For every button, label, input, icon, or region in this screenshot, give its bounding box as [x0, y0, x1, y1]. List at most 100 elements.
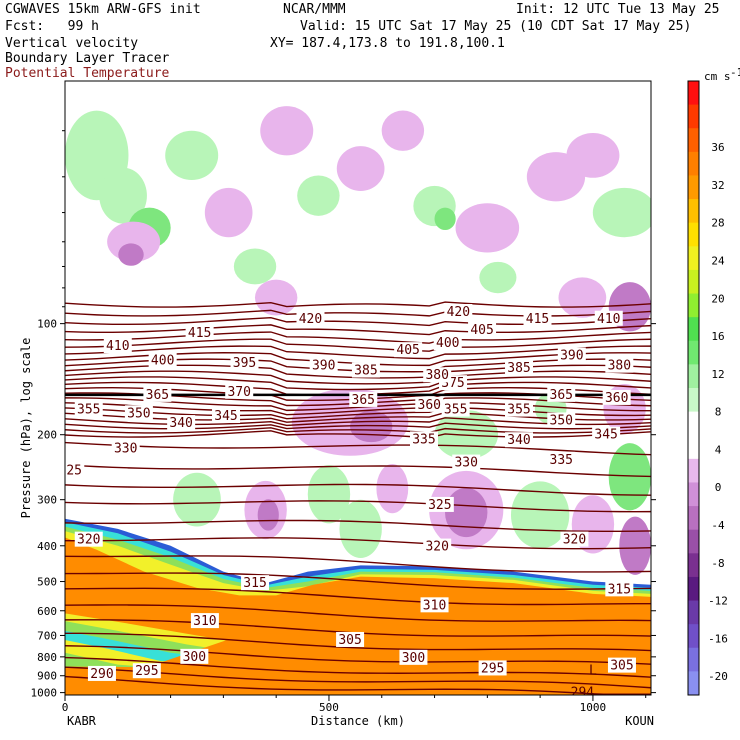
x-tick-label-0: 0: [62, 701, 69, 714]
theta-label-extra-24: 305: [610, 659, 633, 674]
theta-line-lower-2: [65, 483, 651, 496]
theta-label-400: 400: [151, 354, 174, 369]
theta-label-340: 340: [169, 416, 192, 431]
theta-line-upper-5: [65, 338, 651, 352]
y-tick-label-1000: 1000: [31, 687, 58, 700]
theta-label-extra-8-bg: [602, 389, 631, 405]
theta-line-upper-21: [65, 427, 651, 434]
theta-label-355: 355: [77, 403, 100, 418]
theta-label-350: 350: [127, 406, 150, 421]
theta-label-310: 310: [193, 614, 216, 629]
colorbar-frame: [687, 80, 700, 696]
y-tick-label-100: 100: [37, 318, 57, 331]
w-blob-3: [165, 130, 219, 181]
right-station-label: KOUN: [625, 714, 654, 728]
w-blob-28: [307, 465, 351, 524]
theta-label-extra-6-bg: [505, 360, 534, 376]
low-marker-L: L: [589, 663, 597, 678]
theta-label-315: 315: [243, 576, 266, 591]
theta-label-405-bg: [394, 342, 423, 358]
theta-label-340-bg: [167, 415, 196, 431]
theta-label-extra-12: 345: [594, 428, 617, 443]
header-line3-left: Vertical velocity: [5, 36, 139, 51]
x-tick-label-1000: 1000: [580, 701, 607, 714]
theta-label-420-bg: [296, 310, 325, 326]
colorbar-tick-12: -12: [708, 595, 728, 608]
theta-label-390-bg: [309, 357, 338, 373]
theta-label-extra-1: 405: [470, 323, 493, 338]
theta-label-extra-10-bg: [505, 401, 534, 417]
theta-label-350-bg: [124, 405, 153, 421]
theta-line-lower-8: [65, 587, 651, 606]
colorbar-swatch-10: [688, 317, 699, 342]
colorbar-tick-10: -4: [711, 519, 725, 532]
theta-label-extra-14: 335: [412, 432, 435, 447]
theta-label-405: 405: [396, 343, 419, 358]
theta-label-extra-9: 355: [444, 403, 467, 418]
theta-label-330: 330: [114, 442, 137, 457]
colorbar-swatch-21: [688, 576, 699, 602]
theta-line-lower-15: [65, 675, 651, 695]
colorbar-tick-11: -8: [711, 557, 724, 570]
y-axis-title: Pressure (hPa), log scale: [19, 338, 33, 519]
theta-label-extra-5: 390: [560, 348, 583, 363]
colorbar-tick-9: 0: [715, 481, 722, 494]
colorbar-swatch-9: [688, 293, 699, 318]
colorbar-swatch-3: [688, 151, 699, 176]
theta-label-355-bg: [74, 401, 103, 417]
w-blob-27: [608, 443, 651, 511]
theta-label-330-bg: [111, 440, 140, 456]
theta-label-360-bg: [415, 396, 444, 412]
theta-label-extra-11: 350: [550, 413, 573, 428]
colorbar-swatch-13: [688, 388, 699, 413]
colorbar-swatch-7: [688, 246, 699, 271]
theta-label-370-bg: [225, 383, 254, 399]
theta-label-325-bg: [65, 462, 85, 478]
y-tick-label-400: 400: [37, 540, 57, 553]
colorbar-tick-13: -16: [708, 632, 728, 645]
theta-label-395: 395: [233, 356, 256, 371]
theta-line-lower-0: [65, 441, 651, 456]
theta-label-extra-5-bg: [557, 347, 586, 363]
colorbar-swatch-22: [688, 600, 699, 625]
header-line3-right: XY= 187.4,173.8 to 191.8,100.1: [270, 36, 505, 51]
colorbar-tick-5: 16: [711, 330, 724, 343]
w-blob-6: [204, 187, 253, 238]
colorbar-tick-3: 24: [711, 254, 725, 267]
theta-label-extra-23-bg: [478, 660, 507, 676]
w-blob-25: [349, 410, 393, 443]
tropopause-label-1: 365: [550, 388, 573, 403]
theta-label-395-bg: [230, 355, 259, 371]
theta-label-290-bg: [87, 665, 116, 681]
w-blob-36: [510, 481, 570, 549]
w-blob-18: [254, 279, 298, 316]
colorbar-tick-0: 36: [711, 141, 724, 154]
theta-label-380-bg: [423, 367, 452, 383]
colorbar-tick-1: 32: [711, 179, 724, 192]
header-line2-left: Fcst: 99 h: [5, 19, 99, 34]
x-tick-label-500: 500: [319, 701, 339, 714]
colorbar-swatch-23: [688, 624, 699, 649]
theta-line-upper-16: [65, 402, 651, 416]
w-blob-5: [118, 243, 144, 266]
theta-label-extra-3: 415: [526, 312, 549, 327]
colorbar-tick-4: 20: [711, 292, 724, 305]
theta-line-lower-9: [65, 604, 651, 622]
theta-label-extra-11-bg: [547, 412, 576, 428]
theta-label-320-bg: [74, 531, 103, 547]
w-blob-9: [336, 146, 385, 191]
w-blob-19: [479, 261, 517, 294]
colorbar-swatch-12: [688, 364, 699, 389]
colorbar-swatch-2: [688, 128, 699, 153]
theta-label-extra-23: 295: [481, 661, 504, 676]
theta-line-lower-13: [65, 656, 651, 678]
theta-label-extra-2-bg: [433, 335, 462, 351]
theta-label-365-bg: [349, 391, 378, 407]
y-tick-label-300: 300: [37, 494, 57, 507]
theta-label-extra-17: 325: [428, 498, 451, 513]
theta-label-385-bg: [351, 362, 380, 378]
header-line2-right: Valid: 15 UTC Sat 17 May 25 (10 CDT Sat …: [300, 19, 692, 34]
theta-line-lower-7: [65, 572, 651, 590]
theta-label-295-bg: [132, 663, 161, 679]
theta-label-400-bg: [148, 352, 177, 368]
